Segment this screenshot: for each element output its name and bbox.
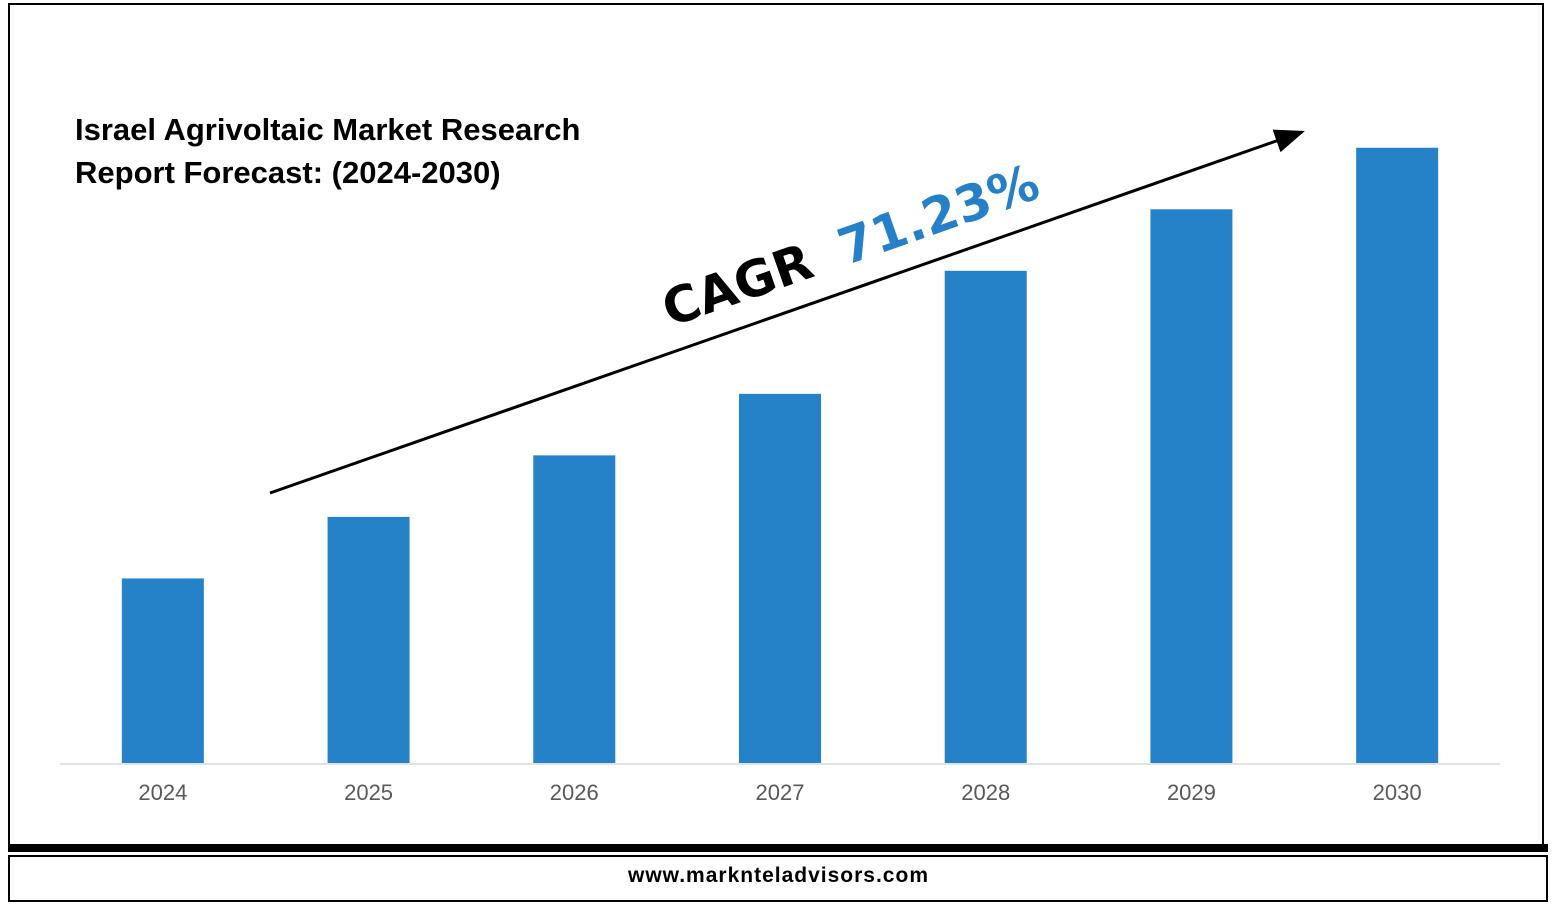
chart-title-line-1: Israel Agrivoltaic Market Research [75, 112, 581, 147]
x-tick-labels: 2024 2025 2026 2027 2028 2029 2030 [138, 780, 1421, 805]
bar-2024 [121, 578, 204, 763]
bar-2026 [533, 455, 616, 763]
x-tick-label-2024: 2024 [138, 780, 187, 805]
cagr-label: CAGR [655, 232, 820, 338]
growth-arrow [269, 129, 1305, 495]
bar-2025 [327, 516, 410, 763]
x-tick-label-2026: 2026 [550, 780, 599, 805]
chart-title: Israel Agrivoltaic Market Research Repor… [75, 108, 580, 194]
chart-frame [8, 3, 1544, 845]
bar-2027 [739, 393, 821, 763]
chart-title-line-2: Report Forecast: (2024-2030) [75, 155, 501, 190]
bar-2030 [1356, 147, 1439, 763]
footer-frame [8, 855, 1548, 902]
x-tick-label-2027: 2027 [756, 780, 805, 805]
bar-2029 [1150, 209, 1233, 764]
x-tick-label-2028: 2028 [961, 780, 1010, 805]
bar-2028 [944, 270, 1027, 763]
x-tick-label-2025: 2025 [344, 780, 393, 805]
footer-divider [8, 844, 1548, 852]
x-tick-label-2030: 2030 [1373, 780, 1422, 805]
x-tick-label-2029: 2029 [1167, 780, 1216, 805]
bars-group [121, 147, 1439, 764]
footer-url[interactable]: www.marknteladvisors.com [628, 864, 929, 887]
